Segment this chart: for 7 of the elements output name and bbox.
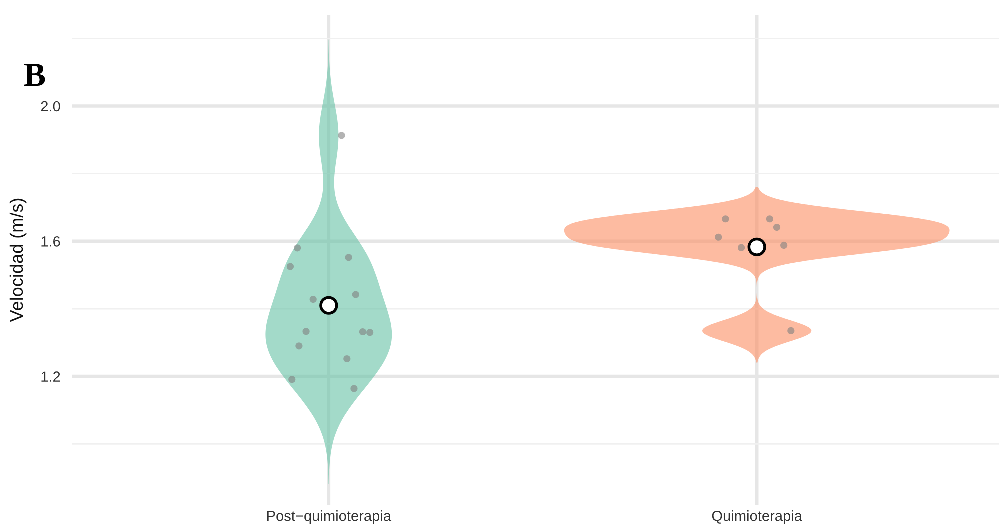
- y-tick-label: 1.6: [42, 236, 60, 247]
- y-axis-title: Velocidad (m/s): [10, 198, 27, 322]
- x-tick-label: Quimioterapia: [712, 510, 802, 524]
- x-tick-label: Post−quimioterapia: [267, 510, 392, 524]
- text: B: [24, 64, 46, 86]
- y-tick-label: 1.2: [42, 372, 60, 382]
- y-tick-label: 2.0: [41, 101, 60, 112]
